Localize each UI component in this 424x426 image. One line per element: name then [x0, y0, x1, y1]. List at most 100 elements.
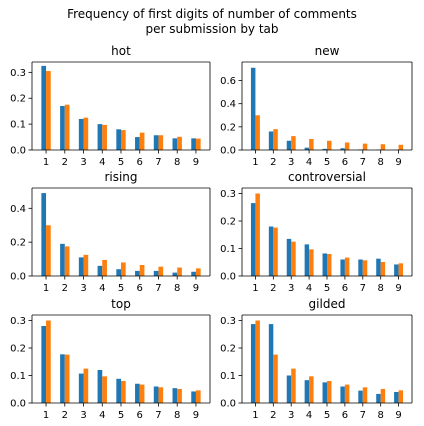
panel-title: controversial — [288, 170, 366, 184]
bar-series-2-2 — [64, 246, 70, 276]
bar-series-1-3 — [78, 257, 84, 276]
x-tick-label: 7 — [360, 283, 366, 294]
panel-gilded: gilded 0.0 0.1 0.2 0.3 1 2 3 4 5 6 7 8 9 — [220, 297, 413, 421]
y-tick-label: 0.0 — [10, 146, 26, 157]
bar-series-2-9 — [195, 268, 201, 276]
bar-series-2-7 — [158, 266, 164, 276]
bar-series-2-1 — [255, 115, 260, 150]
x-tick-label: 3 — [288, 157, 294, 168]
bar-series-1-5 — [322, 382, 327, 404]
x-tick-label: 1 — [252, 283, 258, 294]
bar-series-2-1 — [46, 225, 51, 276]
x-tick-label: 5 — [118, 157, 124, 168]
x-tick-label: 1 — [43, 283, 49, 294]
x-tick-label: 5 — [324, 410, 330, 421]
panel-title: gilded — [309, 297, 346, 311]
bar-series-1-5 — [322, 148, 327, 150]
bar-series-2-2 — [64, 104, 70, 150]
bar-series-2-8 — [177, 388, 182, 403]
x-tick-label: 9 — [395, 157, 401, 168]
x-tick-label: 7 — [155, 410, 161, 421]
bar-series-2-6 — [139, 384, 145, 403]
bar-series-1-3 — [286, 140, 292, 150]
bar-series-1-9 — [191, 391, 196, 403]
bar-series-2-9 — [398, 390, 404, 403]
y-tick-label: 0.2 — [220, 344, 236, 355]
bar-series-1-7 — [358, 390, 363, 404]
bar-series-1-1 — [250, 67, 256, 150]
bar-series-2-8 — [177, 267, 182, 276]
panel-rising: rising 0.0 0.2 0.4 1 2 3 4 5 6 7 8 9 — [10, 170, 211, 294]
bar-series-1-8 — [172, 388, 178, 403]
bar-series-2-6 — [344, 257, 350, 276]
panel-title: hot — [111, 44, 131, 58]
bar-series-1-9 — [394, 392, 399, 403]
x-tick-label: 6 — [342, 410, 348, 421]
x-tick-label: 9 — [395, 410, 401, 421]
bar-series-2-2 — [273, 354, 278, 403]
x-tick-label: 4 — [99, 157, 105, 168]
x-tick-label: 2 — [270, 283, 276, 294]
x-tick-label: 4 — [306, 283, 312, 294]
bar-series-2-4 — [102, 259, 107, 276]
bar-series-1-2 — [268, 226, 274, 276]
x-tick-label: 2 — [62, 283, 68, 294]
bar-series-2-7 — [362, 387, 368, 403]
x-tick-label: 4 — [99, 410, 105, 421]
x-tick-label: 8 — [377, 157, 383, 168]
x-tick-label: 1 — [43, 157, 49, 168]
y-tick-label: 0.1 — [220, 371, 236, 382]
bar-series-2-1 — [255, 193, 260, 276]
y-tick-label: 0.1 — [220, 244, 236, 255]
bar-series-1-5 — [322, 253, 327, 276]
bar-series-1-1 — [41, 326, 47, 403]
bar-series-2-4 — [309, 376, 314, 403]
y-tick-label: 0.4 — [10, 204, 26, 215]
y-tick-label: 0.2 — [220, 122, 236, 133]
figure-title-line-1: Frequency of first digits of number of c… — [67, 7, 357, 21]
y-tick-label: 0.0 — [220, 146, 236, 157]
panel-top: top 0.0 0.1 0.2 0.3 1 2 3 4 5 6 7 8 9 — [10, 297, 211, 421]
bar-series-2-7 — [362, 260, 368, 276]
bar-series-1-7 — [153, 386, 159, 403]
y-tick-label: 0.3 — [220, 189, 236, 200]
bar-series-2-6 — [344, 384, 350, 403]
bar-series-1-2 — [60, 354, 65, 403]
bar-series-2-3 — [83, 117, 89, 150]
x-tick-label: 6 — [137, 410, 143, 421]
x-tick-label: 8 — [174, 283, 180, 294]
x-tick-label: 4 — [306, 157, 312, 168]
x-tick-label: 2 — [62, 157, 68, 168]
y-tick-label: 0.1 — [10, 120, 26, 131]
bar-series-1-1 — [250, 203, 256, 277]
bar-series-1-9 — [191, 138, 196, 150]
x-tick-label: 5 — [324, 157, 330, 168]
bar-series-2-4 — [102, 376, 107, 403]
bar-series-1-8 — [172, 138, 178, 150]
x-tick-label: 7 — [360, 157, 366, 168]
bar-series-2-4 — [309, 139, 314, 150]
bar-series-1-2 — [60, 243, 65, 276]
bar-series-1-1 — [41, 65, 47, 150]
bar-series-2-9 — [398, 144, 404, 150]
panel-controversial: controversial 0.0 0.1 0.2 0.3 1 2 3 4 5 6 7 8 9 — [220, 170, 413, 294]
y-tick-label: 0.0 — [10, 399, 26, 410]
y-tick-label: 0.0 — [220, 399, 236, 410]
panel-new: new 0.0 0.2 0.4 0.6 1 2 3 4 5 6 7 8 9 — [220, 44, 413, 168]
x-tick-label: 7 — [360, 410, 366, 421]
x-tick-label: 6 — [342, 157, 348, 168]
bar-series-1-9 — [191, 271, 196, 276]
panel-hot: hot 0.0 0.1 0.2 0.3 1 2 3 4 5 6 7 8 9 — [10, 44, 211, 168]
bar-series-2-1 — [46, 320, 51, 403]
x-tick-label: 3 — [288, 283, 294, 294]
bar-series-2-2 — [273, 227, 278, 276]
x-tick-label: 9 — [193, 283, 199, 294]
x-tick-label: 5 — [118, 410, 124, 421]
y-tick-label: 0.3 — [10, 68, 26, 79]
bar-series-1-4 — [97, 370, 103, 403]
bar-series-1-6 — [340, 259, 345, 276]
bar-series-1-3 — [286, 375, 292, 403]
y-tick-label: 0.0 — [10, 272, 26, 283]
bar-series-2-5 — [327, 140, 332, 150]
